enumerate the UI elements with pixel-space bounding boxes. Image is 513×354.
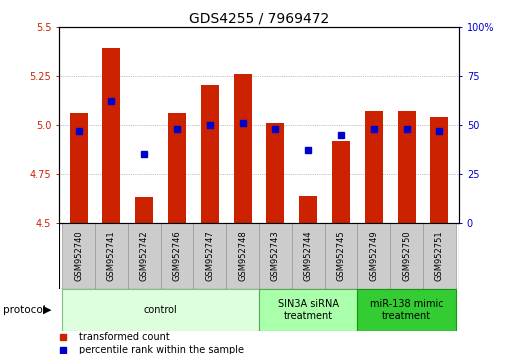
Bar [390, 223, 423, 289]
Text: protocol: protocol [3, 305, 45, 315]
Text: ▶: ▶ [43, 305, 51, 315]
Text: miR-138 mimic
treatment: miR-138 mimic treatment [370, 298, 443, 321]
Bar [128, 223, 161, 289]
Bar [226, 223, 259, 289]
Bar [193, 223, 226, 289]
Bar [398, 111, 416, 223]
Text: control: control [144, 305, 177, 315]
Bar [233, 74, 252, 223]
Text: GSM952744: GSM952744 [304, 230, 313, 281]
Bar [358, 223, 390, 289]
Bar [62, 289, 259, 331]
Bar [62, 223, 95, 289]
Text: transformed count: transformed count [79, 332, 170, 342]
Text: GSM952742: GSM952742 [140, 230, 149, 281]
Bar [332, 141, 350, 223]
Bar [168, 113, 186, 223]
Text: GSM952747: GSM952747 [205, 230, 214, 281]
Bar [201, 85, 219, 223]
Text: GSM952748: GSM952748 [238, 230, 247, 281]
Bar [266, 123, 285, 223]
Bar [358, 289, 456, 331]
Bar [292, 223, 325, 289]
Bar [161, 223, 193, 289]
Bar [430, 117, 448, 223]
Text: SIN3A siRNA
treatment: SIN3A siRNA treatment [278, 298, 339, 321]
Bar [365, 111, 383, 223]
Bar [423, 223, 456, 289]
Bar [95, 223, 128, 289]
Text: GSM952751: GSM952751 [435, 230, 444, 281]
Bar [299, 195, 317, 223]
Bar [103, 48, 121, 223]
Bar [259, 223, 292, 289]
Text: GSM952743: GSM952743 [271, 230, 280, 281]
Bar [325, 223, 358, 289]
Bar [135, 198, 153, 223]
Title: GDS4255 / 7969472: GDS4255 / 7969472 [189, 11, 329, 25]
Text: GSM952740: GSM952740 [74, 230, 83, 281]
Bar [70, 113, 88, 223]
Bar [259, 289, 358, 331]
Text: GSM952745: GSM952745 [337, 230, 346, 281]
Text: GSM952746: GSM952746 [172, 230, 182, 281]
Text: GSM952749: GSM952749 [369, 230, 379, 281]
Text: GSM952750: GSM952750 [402, 230, 411, 281]
Text: GSM952741: GSM952741 [107, 230, 116, 281]
Text: percentile rank within the sample: percentile rank within the sample [79, 345, 244, 354]
